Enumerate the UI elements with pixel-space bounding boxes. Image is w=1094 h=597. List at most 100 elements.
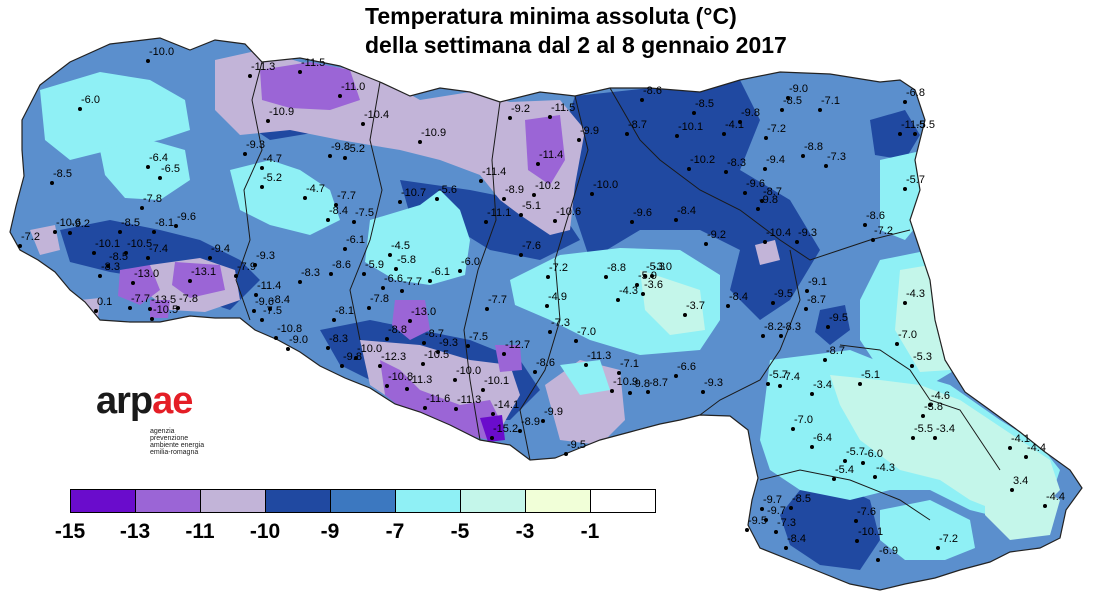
station-marker[interactable]: -5.6 (435, 184, 457, 201)
station-marker[interactable]: -3.7 (683, 300, 705, 317)
station-marker[interactable]: -8.5 (118, 217, 140, 234)
station-marker[interactable]: -9.8 (628, 378, 650, 395)
station-marker[interactable]: -8.3 (98, 261, 120, 278)
station-marker[interactable]: -11.5 (898, 119, 925, 136)
station-marker[interactable]: -10.0 (354, 343, 382, 360)
station-marker[interactable]: -8.2 (761, 321, 783, 338)
station-marker[interactable]: -9.6 (174, 211, 196, 228)
station-marker[interactable]: -11.1 (484, 207, 511, 224)
station-marker[interactable]: -7.2 (546, 262, 568, 279)
station-marker[interactable]: -8.5 (692, 98, 714, 115)
station-marker[interactable]: -10.5 (421, 349, 449, 366)
station-marker[interactable]: -9.6 (252, 296, 274, 313)
station-marker[interactable]: -11.4 (536, 149, 563, 166)
station-marker[interactable]: -7.3 (824, 151, 846, 168)
station-marker[interactable]: -7.2 (871, 225, 893, 242)
station-marker[interactable]: -8.9 (502, 184, 524, 201)
station-marker[interactable]: -5.2 (343, 143, 365, 160)
station-marker[interactable]: -7.6 (519, 240, 541, 257)
station-marker[interactable]: -9.3 (795, 227, 817, 244)
station-marker[interactable]: -7.6 (854, 506, 876, 523)
station-marker[interactable]: -6.1 (428, 266, 450, 283)
station-marker[interactable]: -9.6 (743, 178, 765, 195)
station-marker[interactable]: -5.3 (910, 351, 932, 368)
station-marker[interactable]: -3.8 (921, 401, 943, 418)
station-marker[interactable]: -7.4 (146, 243, 168, 260)
station-marker[interactable]: -11.4 (254, 280, 281, 297)
station-marker[interactable]: -10.9 (266, 106, 294, 123)
station-marker[interactable]: -9.5 (771, 288, 793, 305)
station-marker[interactable]: 0.1 (94, 296, 112, 313)
station-marker[interactable]: -5.5 (911, 423, 933, 440)
station-marker[interactable]: -7.5 (260, 305, 282, 322)
station-marker[interactable]: -6.9 (876, 545, 898, 562)
station-marker[interactable]: -9.2 (508, 103, 530, 120)
station-marker[interactable]: -5.7 (843, 446, 865, 463)
station-marker[interactable]: -10.8 (385, 371, 413, 388)
station-marker[interactable]: -8.8 (385, 324, 407, 341)
station-marker[interactable]: 3.4 (1010, 475, 1028, 492)
station-marker[interactable]: -8.4 (674, 205, 696, 222)
station-marker[interactable]: -8.6 (329, 259, 351, 276)
station-marker[interactable]: -9.2 (68, 218, 90, 235)
station-marker[interactable]: -4.3 (873, 462, 895, 479)
station-marker[interactable]: -8.4 (268, 294, 290, 311)
station-marker[interactable]: -10.9 (418, 127, 446, 144)
station-marker[interactable]: -9.4 (208, 243, 230, 260)
station-marker[interactable]: -7.8 (367, 293, 389, 310)
station-marker[interactable]: -6.0 (458, 256, 480, 273)
station-marker[interactable]: -8.3 (724, 157, 746, 174)
station-marker[interactable]: -8.4 (784, 533, 806, 550)
station-marker[interactable]: -7.5 (466, 331, 488, 348)
station-marker[interactable]: -8.7 (760, 186, 782, 203)
station-marker[interactable]: -7.2 (18, 231, 40, 248)
station-marker[interactable]: -7.0 (895, 329, 917, 346)
station-marker[interactable]: -7.7 (400, 276, 422, 293)
station-marker[interactable]: -9.8 (328, 141, 350, 158)
station-marker[interactable]: -7.4 (778, 371, 800, 388)
station-marker[interactable]: -10.2 (687, 154, 715, 171)
station-marker[interactable]: -10.4 (763, 227, 791, 244)
station-marker[interactable]: -9.7 (764, 505, 786, 522)
station-marker[interactable]: -5.9 (635, 270, 657, 287)
station-marker[interactable]: -6.4 (810, 432, 832, 449)
station-marker[interactable]: -12.3 (378, 351, 406, 368)
station-marker[interactable]: -7.9 (234, 261, 256, 278)
station-marker[interactable]: -10.0 (590, 179, 618, 196)
station-marker[interactable]: -7.8 (140, 193, 162, 210)
station-marker[interactable]: -5.1 (858, 369, 880, 386)
station-marker[interactable]: -4.5 (388, 240, 410, 257)
station-marker[interactable]: -8.7 (422, 328, 444, 345)
station-marker[interactable]: -5.8 (394, 254, 416, 271)
station-marker[interactable]: -9.5 (564, 439, 586, 456)
station-marker[interactable]: -8.4 (326, 205, 348, 222)
station-marker[interactable]: -8.5 (780, 95, 802, 112)
station-marker[interactable]: -9.5 (826, 312, 848, 329)
station-marker[interactable]: -8.1 (332, 305, 354, 322)
station-marker[interactable]: -7.2 (764, 123, 786, 140)
station-marker[interactable]: -10.7 (398, 187, 426, 204)
station-marker[interactable]: -7.7 (485, 294, 507, 311)
station-marker[interactable]: -13.0 (408, 306, 436, 323)
station-marker[interactable]: -8.3 (326, 333, 348, 350)
station-marker[interactable]: -3.4 (933, 423, 955, 440)
station-marker[interactable]: -9.9 (541, 406, 563, 423)
station-marker[interactable]: -11.3 (405, 374, 432, 391)
station-marker[interactable]: -11.3 (454, 394, 481, 411)
station-marker[interactable]: -10.2 (532, 180, 560, 197)
station-marker[interactable]: -3.0 (650, 261, 672, 278)
station-marker[interactable]: -5.1 (519, 200, 541, 217)
station-marker[interactable]: -8.8 (604, 262, 626, 279)
station-marker[interactable]: -11.3 (584, 350, 611, 367)
station-marker[interactable]: -9.3 (243, 139, 265, 156)
station-marker[interactable]: -10.0 (453, 365, 481, 382)
station-marker[interactable]: -7.7 (334, 190, 356, 207)
station-marker[interactable]: -8.7 (646, 377, 668, 394)
station-marker[interactable]: -5.2 (260, 172, 282, 189)
station-marker[interactable]: -9.2 (704, 229, 726, 246)
station-marker[interactable]: -9.0 (286, 334, 308, 351)
station-marker[interactable]: -8.5 (50, 168, 72, 185)
station-marker[interactable]: -7.2 (936, 533, 958, 550)
station-marker[interactable]: -13.1 (188, 266, 216, 283)
station-marker[interactable]: -8.3 (298, 267, 320, 284)
